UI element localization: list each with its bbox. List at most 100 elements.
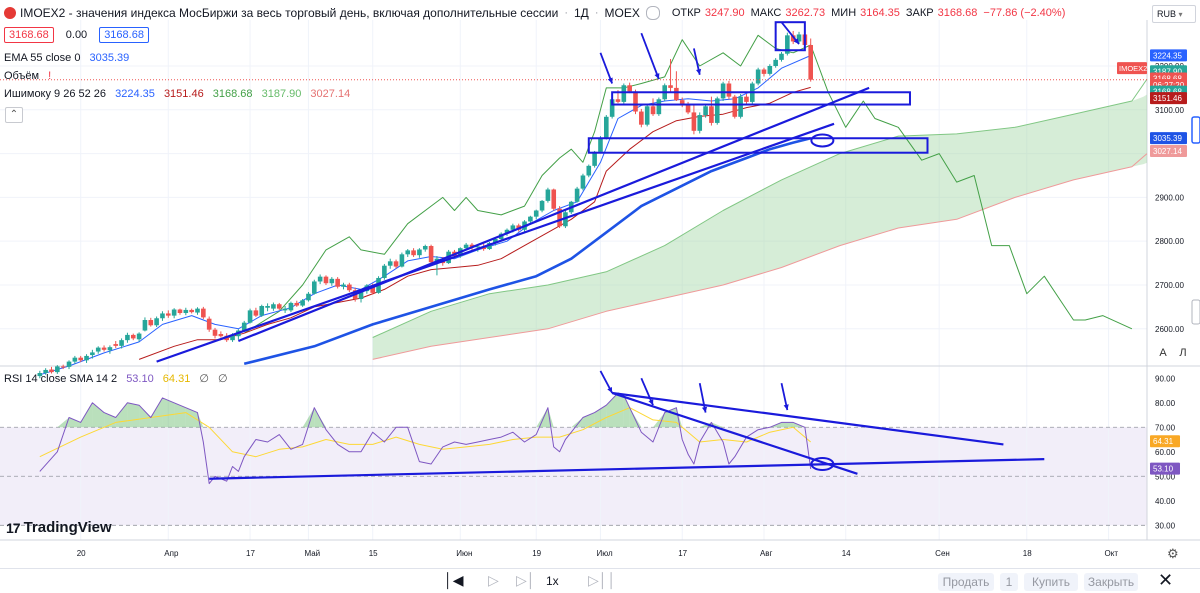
- change-value: −77.86 (−2.40%): [983, 7, 1066, 19]
- candle-body: [387, 261, 393, 266]
- ichimoku-lagging: 3168.68: [212, 88, 253, 100]
- time-tick-label: 14: [842, 549, 851, 558]
- ichimoku-conversion: 3224.35: [115, 88, 155, 100]
- candle-body: [627, 85, 632, 92]
- ema-value: 3035.39: [89, 52, 130, 64]
- chart-canvas[interactable]: 3200.003100.003000.002900.002800.002700.…: [0, 0, 1200, 568]
- candle-body: [171, 309, 177, 316]
- play-icon[interactable]: ▷: [488, 572, 499, 588]
- rsi-legend[interactable]: RSI 14 close SMA 14 2 53.10 64.31 ∅ ∅: [4, 372, 234, 385]
- candle-body: [755, 69, 761, 84]
- candle-body: [679, 100, 685, 105]
- candle-body: [685, 104, 691, 113]
- candle-body: [230, 334, 235, 341]
- rsi-tick-label: 60.00: [1155, 448, 1176, 457]
- quantity-field[interactable]: 1: [1000, 573, 1018, 591]
- jump-to-realtime-icon[interactable]: ▷││: [588, 572, 617, 588]
- collapse-legend-button[interactable]: ⌃: [5, 107, 23, 123]
- candle-body: [49, 369, 54, 373]
- axis-rsi-tag: [1150, 435, 1180, 448]
- axis-price-tag-text: 3187.90: [1153, 67, 1182, 76]
- candle-body: [130, 334, 136, 339]
- annotation-circle: [810, 457, 835, 472]
- axis-price-tag-text: 06:27:20: [1153, 81, 1185, 90]
- symbol-tag: [1117, 62, 1147, 75]
- symbol-logo-icon: [4, 7, 16, 19]
- rsi-value: 53.10: [126, 373, 154, 385]
- annotation-trend-line: [209, 458, 1045, 480]
- candle-body: [183, 309, 189, 314]
- candle-body: [90, 352, 95, 356]
- candle-body: [493, 238, 498, 243]
- open-label: ОТКР: [671, 7, 701, 19]
- annotation-trend-line: [156, 122, 835, 363]
- replay-speed[interactable]: 1x: [546, 574, 559, 588]
- sell-price-box[interactable]: 3168.68: [4, 27, 54, 43]
- candle-body: [463, 244, 469, 249]
- close-position-button[interactable]: Закрыть: [1084, 573, 1138, 591]
- candle-body: [317, 276, 323, 282]
- axis-rsi-tag: [1150, 462, 1180, 475]
- candle-body: [744, 96, 749, 102]
- rsi-overbought-fill: [606, 392, 618, 428]
- select-bar-icon[interactable]: │◀: [444, 572, 464, 588]
- ema-legend[interactable]: EMA 55 close 0 3035.39: [4, 52, 135, 64]
- rsi-overbought-fill: [571, 417, 583, 428]
- step-forward-icon[interactable]: ▷│: [516, 572, 536, 588]
- candle-body: [276, 304, 282, 309]
- rsi-overbought-fill: [699, 422, 712, 428]
- price-tick-label: 3100.00: [1155, 106, 1184, 115]
- rsi-tick-label: 90.00: [1155, 374, 1176, 383]
- market-status-icon[interactable]: [645, 6, 660, 20]
- candle-body: [639, 111, 644, 125]
- interval-label[interactable]: 1Д: [574, 6, 589, 20]
- gear-icon[interactable]: ⚙: [1167, 546, 1179, 561]
- symbol-title[interactable]: IMOEX2 - значения индекса МосБиржи за ве…: [20, 6, 559, 20]
- time-tick-label: Апр: [164, 549, 179, 558]
- candle-body: [790, 35, 796, 42]
- candle-body: [282, 308, 288, 311]
- candle-body: [796, 34, 802, 42]
- candle-body: [609, 99, 615, 117]
- rsi-overbought-fill: [162, 397, 175, 428]
- rsi-tick-label: 50.00: [1155, 472, 1176, 481]
- ichimoku-legend[interactable]: Ишимоку 9 26 52 26 3224.35 3151.46 3168.…: [4, 88, 356, 100]
- annotation-circle: [810, 133, 835, 148]
- candle-body: [201, 308, 206, 318]
- sell-button[interactable]: Продать: [938, 573, 994, 591]
- tradingview-logo[interactable]: 17 TradingView: [6, 519, 112, 536]
- close-icon[interactable]: ✕: [1158, 570, 1174, 590]
- candle-body: [66, 361, 72, 367]
- candle-body: [294, 302, 300, 306]
- rsi-sma-line: [39, 407, 812, 458]
- rsi-overbought-fill: [781, 422, 794, 428]
- buy-button[interactable]: Купить: [1024, 573, 1078, 591]
- time-tick-label: 18: [1023, 549, 1032, 558]
- currency-selector[interactable]: RUB ▾: [1152, 5, 1196, 23]
- price-tick-label: 2700.00: [1155, 281, 1184, 290]
- axis-rsi-tag-text: 53.10: [1153, 465, 1174, 474]
- annotation-rectangle: [774, 21, 806, 52]
- candle-body: [160, 313, 165, 319]
- rsi-overbought-fill: [69, 417, 81, 428]
- annotation-arrowhead: [607, 386, 613, 393]
- annotation-arrowhead: [648, 399, 654, 406]
- axis-price-tag-text: 3027.14: [1153, 147, 1182, 156]
- candle-body: [329, 278, 335, 284]
- rsi-sma-value: 64.31: [162, 373, 191, 385]
- candle-body: [644, 106, 650, 125]
- candle-body: [271, 304, 276, 309]
- rsi-overbought-fill: [92, 402, 105, 428]
- volume-legend[interactable]: Объём !: [4, 70, 57, 82]
- chikou-line: [243, 34, 1133, 334]
- time-tick-label: 17: [678, 549, 687, 558]
- candle-body: [487, 242, 492, 250]
- candle-body: [726, 83, 732, 97]
- buy-price-box[interactable]: 3168.68: [99, 27, 149, 43]
- rsi-overbought-fill: [127, 402, 140, 428]
- axis-price-tag-text: 3151.46: [1153, 94, 1182, 103]
- candle-body: [148, 320, 154, 326]
- log-scale-button[interactable]: Л: [1179, 347, 1187, 359]
- auto-scale-button[interactable]: A: [1159, 347, 1167, 359]
